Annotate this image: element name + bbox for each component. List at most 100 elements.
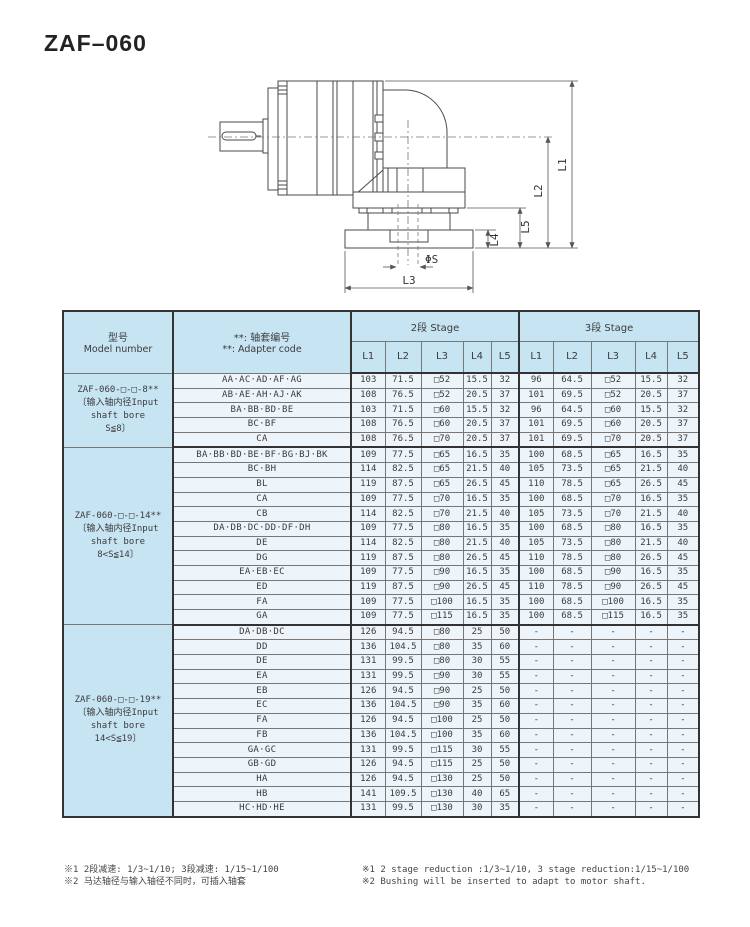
dim-value-cell: 60 [490,698,521,714]
dim-value-cell: □70 [590,431,636,449]
dim-value-cell: - [666,683,700,700]
dim-value-cell: 16.5 [462,446,492,464]
stage3-header: 3段 Stage [518,310,700,342]
dim-value-cell: 109 [350,608,386,626]
dim-value-cell: - [590,786,636,802]
dim-value-cell: - [666,727,700,744]
dim-value-cell: 71.5 [384,372,422,389]
dim-value-cell: 109.5 [384,786,422,802]
adapter-code-cell: DE [172,654,352,670]
dim-value-cell: 105 [518,506,554,522]
dim-value-cell: - [590,712,636,729]
dim-value-cell: 16.5 [634,446,668,464]
dim-value-cell: - [634,742,668,758]
dim-value-cell: 141 [350,786,386,802]
dim-value-cell: 99.5 [384,742,422,758]
table-row: CA 108 76.5 □70 20.5 37 101 69.5 □70 20.5 37 [63,431,700,449]
dim-value-cell: 40 [462,786,492,802]
dim-value-cell: □90 [590,579,636,596]
dim-value-cell: 20.5 [462,431,492,449]
dim-value-cell: - [518,771,554,788]
dim-value-cell: 99.5 [384,800,422,818]
dim-value-cell: 100 [518,446,554,464]
table-row: CA 109 77.5 □70 16.5 35 100 68.5 □70 16.5 35 [63,491,700,508]
dim-value-cell: 100 [518,491,554,508]
dim-value-cell: 35 [490,520,521,537]
dim-value-cell: - [666,698,700,714]
dim-value-cell: 35 [462,698,492,714]
dim-value-cell: - [552,742,592,758]
dim-value-cell: 108 [350,431,386,449]
dim-value-cell: 50 [490,771,521,788]
dim-value-cell: 15.5 [462,402,492,419]
dim-value-cell: 100 [518,608,554,626]
dim-value-cell: 69.5 [552,387,592,404]
spec-table-body: ZAF-060-□-□-8** 〔输入轴内径Input shaft bore S≦8〕… [62,372,700,818]
dim-value-cell: 40 [666,462,700,478]
adapter-code-cell: EA·EB·EC [172,564,352,581]
dim-value-cell: 136 [350,639,386,656]
dim-value-cell: 73.5 [552,506,592,522]
dim-value-cell: 105 [518,535,554,552]
dim-value-cell: - [518,712,554,729]
dim-value-cell: □115 [420,756,464,773]
dim-value-cell: □70 [420,431,464,449]
adapter-code-cell: BC·BH [172,462,352,478]
dim-value-cell: 119 [350,579,386,596]
table-row: ZAF-060-□-□-14** 〔输入轴内径Input shaft bore 8<S… [62,446,700,626]
adapter-code-header: **: 轴套编号 **: Adapter code [172,310,352,374]
dim-value-cell: 131 [350,654,386,670]
dim-value-cell: □70 [590,491,636,508]
adapter-code-cell: GA [172,608,352,626]
dim-value-cell: - [666,668,700,685]
dim-value-cell: - [552,698,592,714]
dim-label-phi-s: ΦS [425,253,438,266]
dim-value-cell: 55 [490,742,521,758]
dim-value-cell: 77.5 [384,520,422,537]
dim-value-cell: - [634,698,668,714]
adapter-code-header-cn: **: 轴套编号 [233,333,291,345]
model-number-cell: ZAF-060-□-□-8** 〔输入轴内径Input shaft bore S≦8〕 [62,372,174,448]
dim-value-cell: 16.5 [462,491,492,508]
dim-value-cell: 21.5 [462,535,492,552]
dim-value-cell: - [552,654,592,670]
adapter-code-cell: FB [172,727,352,744]
dim-value-cell: □100 [420,727,464,744]
dim-value-cell: - [518,786,554,802]
dim-value-cell: 108 [350,387,386,404]
footnote-line: ※2 Bushing will be inserted to adapt to … [362,877,646,887]
dim-value-cell: 20.5 [634,417,668,433]
footnote-line: ※2 马达轴径与输入轴径不同时，可插入轴套 [64,877,246,887]
dim-value-cell: 77.5 [384,594,422,610]
dim-value-cell: □90 [420,683,464,700]
dim-value-cell: □90 [420,698,464,714]
dim-value-cell: 35 [490,594,521,610]
dim-value-cell: 16.5 [634,491,668,508]
dim-value-cell: 65 [490,786,521,802]
dim-value-cell: □80 [590,550,636,566]
dim-value-cell: 40 [666,535,700,552]
dim-value-cell: 105 [518,462,554,478]
dim-value-cell: 55 [490,654,521,670]
dim-value-cell: - [666,712,700,729]
dim-value-cell: 69.5 [552,417,592,433]
dim-value-cell: - [590,668,636,685]
dim-value-cell: 40 [666,506,700,522]
dim-value-cell: 55 [490,668,521,685]
dim-value-cell: 68.5 [552,608,592,626]
dim-value-cell: - [590,756,636,773]
dim-value-cell: 20.5 [634,431,668,449]
dim-value-cell: 64.5 [552,372,592,389]
dim-value-cell: 76.5 [384,387,422,404]
dim-value-cell: - [666,742,700,758]
footnote-en: ※1 2 stage reduction :1/3~1/10, 3 stage … [362,864,689,888]
dim-value-cell: - [666,786,700,802]
dim-value-cell: 35 [666,564,700,581]
dim-value-cell: 35 [462,639,492,656]
table-row: GB·GD 126 94.5 □115 25 50- - - - - [63,756,700,773]
dim-value-cell: 35 [666,594,700,610]
dim-value-cell: 114 [350,506,386,522]
dim-value-cell: 100 [518,564,554,581]
dim-col-header-l5: L5 [490,340,521,374]
dim-value-cell: 35 [490,446,521,464]
